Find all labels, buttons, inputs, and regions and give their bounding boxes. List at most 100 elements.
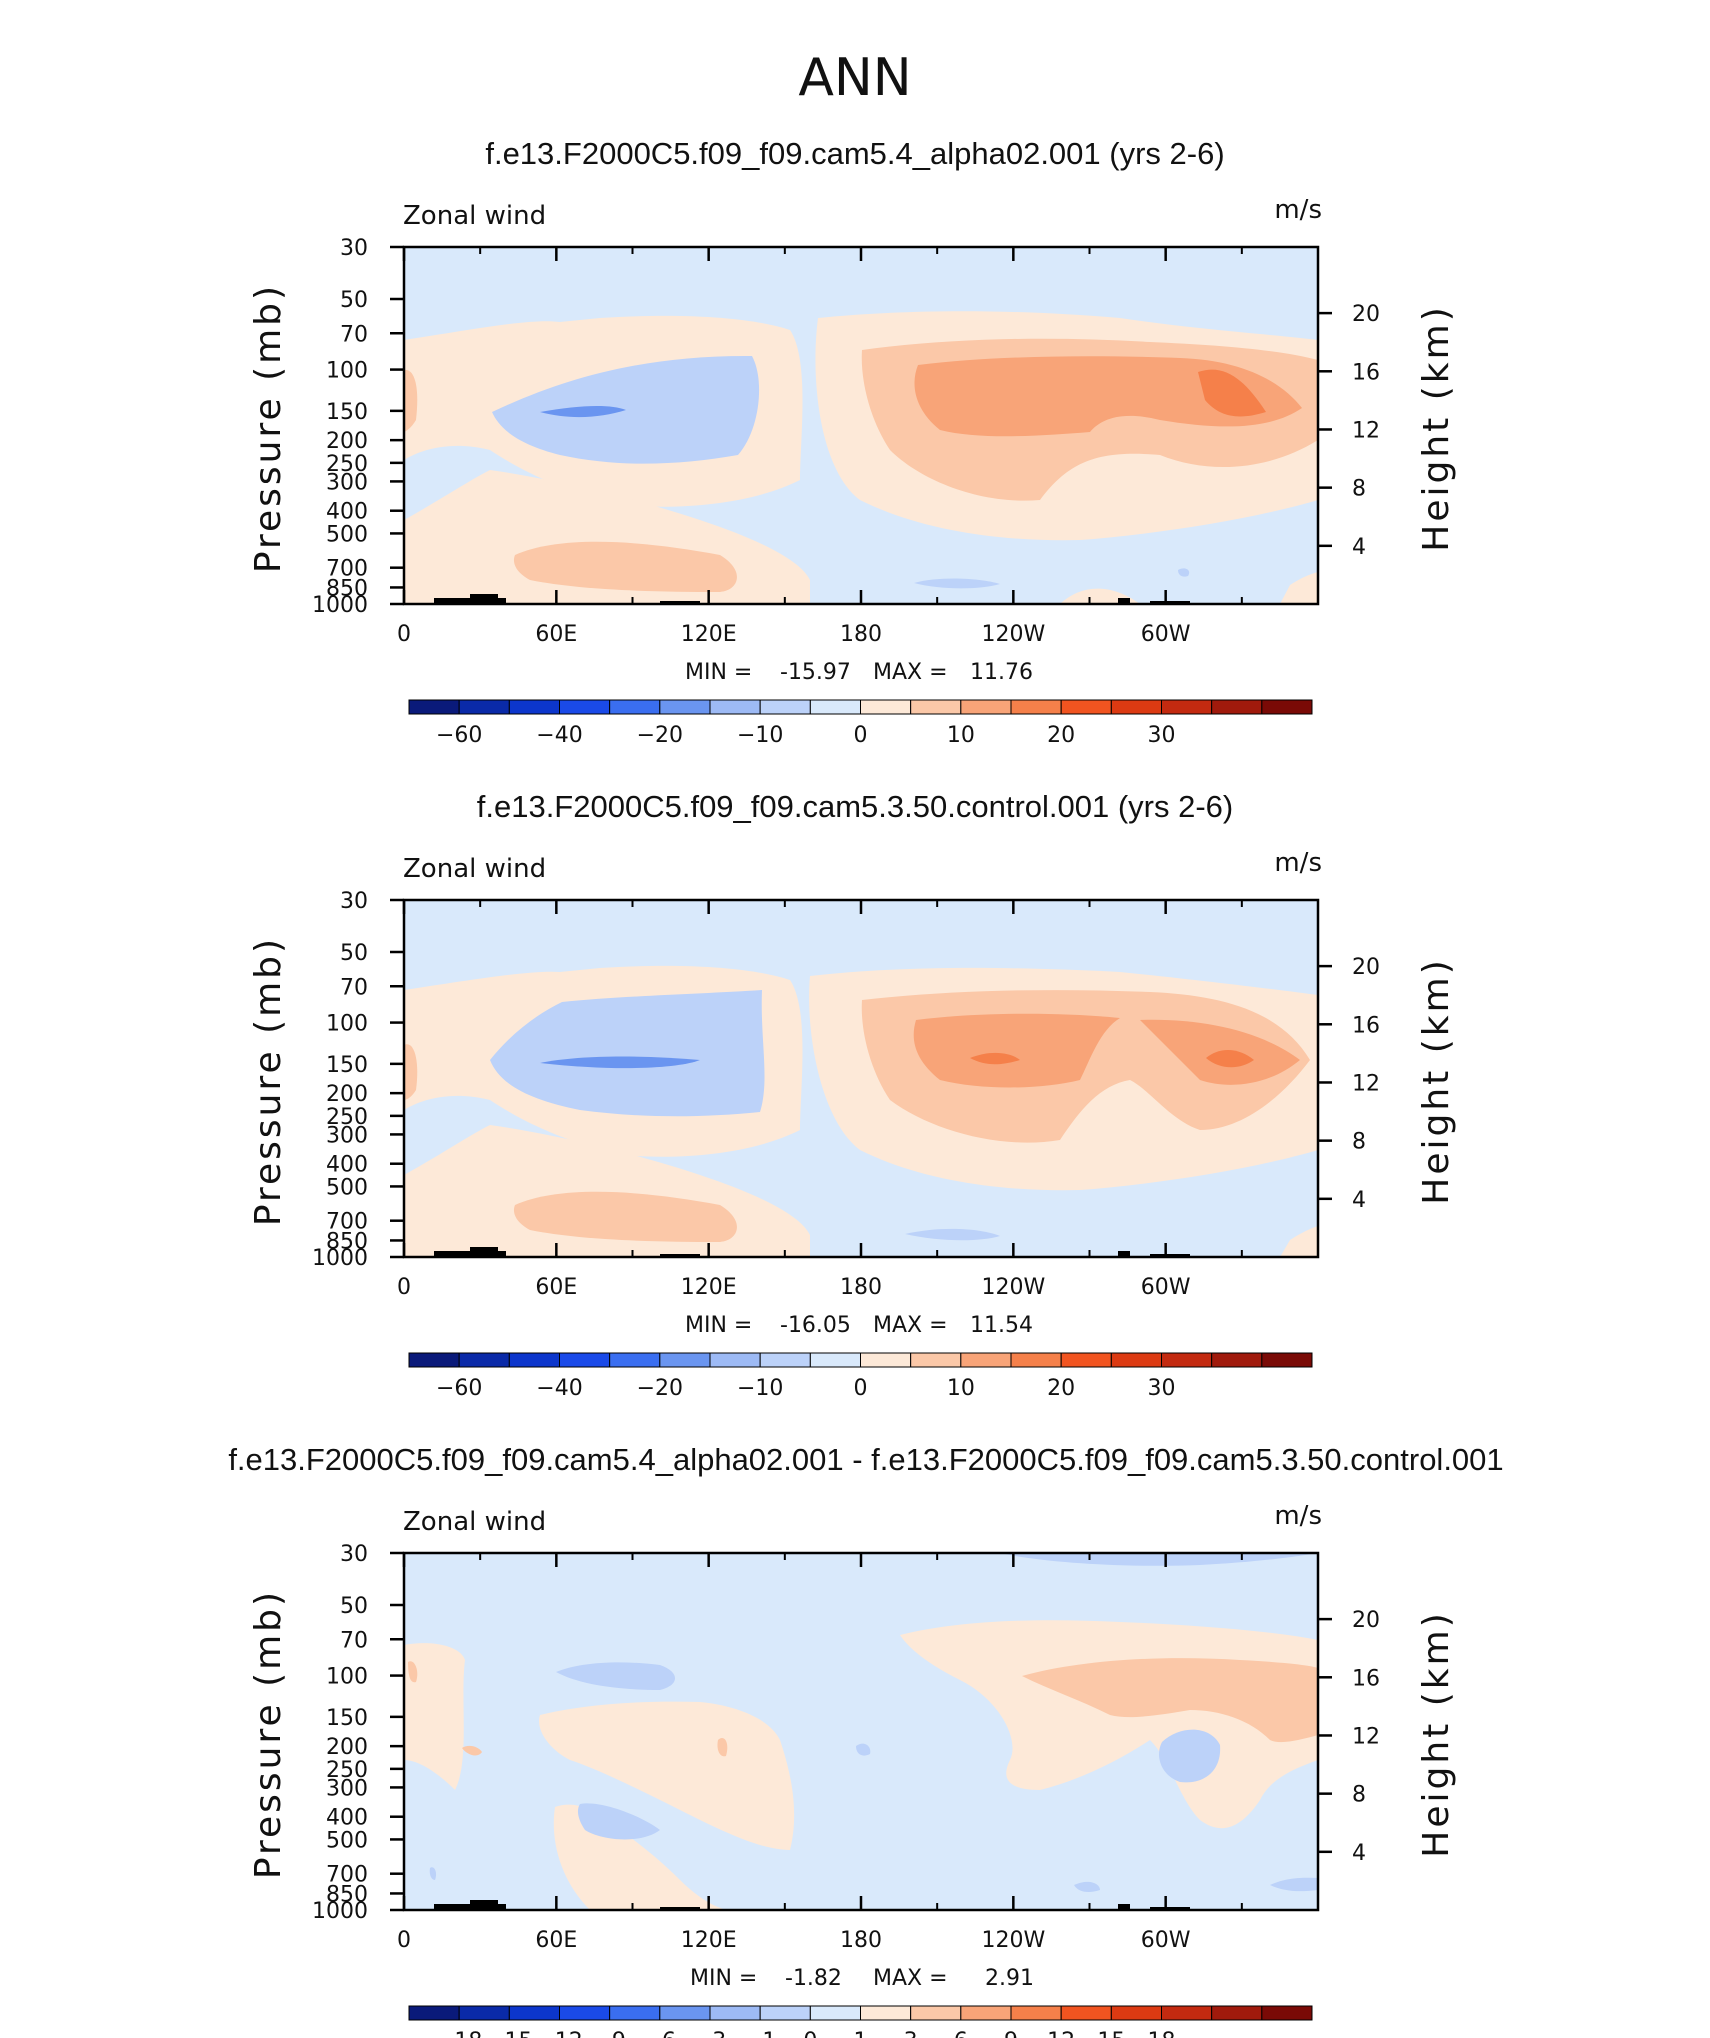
x-tick-label: 60W bbox=[1141, 1275, 1191, 1300]
y-tick-label: 300 bbox=[326, 1776, 368, 1801]
colorbar-label: −60 bbox=[436, 723, 482, 748]
y-tick-label: 70 bbox=[340, 1628, 368, 1653]
colorbar-box bbox=[408, 1352, 460, 1368]
colorbar-label: −6 bbox=[644, 2029, 676, 2038]
panel-3-max-value: 2.91 bbox=[985, 1966, 1034, 1991]
y2-tick-label: 8 bbox=[1352, 1783, 1366, 1808]
colorbar-box bbox=[910, 1352, 962, 1368]
y-tick-label: 150 bbox=[326, 400, 368, 425]
panel-3-units: m/s bbox=[1274, 1501, 1322, 1531]
y-tick-label: 50 bbox=[340, 941, 368, 966]
colorbar-box bbox=[408, 699, 460, 715]
colorbar-label: 0 bbox=[854, 723, 868, 748]
panel-2-colorbar: −60 −40 −20 −10 0 10 20 30 bbox=[408, 1352, 1313, 1401]
x-tick-label: 120E bbox=[681, 622, 737, 647]
colorbar-box bbox=[659, 2005, 711, 2021]
y-tick-label: 1000 bbox=[312, 1899, 368, 1924]
colorbar-box bbox=[1110, 2005, 1163, 2021]
y-tick-label: 1000 bbox=[312, 593, 368, 618]
y-tick-label: 500 bbox=[326, 522, 368, 547]
colorbar-box bbox=[910, 2005, 962, 2021]
colorbar-label: −15 bbox=[486, 2029, 532, 2038]
colorbar-box bbox=[960, 1352, 1012, 1368]
colorbar-label: −40 bbox=[536, 723, 582, 748]
x-tick-label: 60W bbox=[1141, 1928, 1191, 1953]
x-tick-label: 0 bbox=[397, 1275, 411, 1300]
x-tick-label: 0 bbox=[397, 1928, 411, 1953]
colorbar-label: 20 bbox=[1047, 723, 1075, 748]
colorbar-box bbox=[609, 699, 661, 715]
colorbar-box bbox=[709, 699, 761, 715]
colorbar-box bbox=[709, 2005, 761, 2021]
y-tick-label: 400 bbox=[326, 1806, 368, 1831]
colorbar-box bbox=[759, 2005, 811, 2021]
x-tick-label: 120E bbox=[681, 1275, 737, 1300]
colorbar-label: 0 bbox=[803, 2029, 817, 2038]
colorbar-label: −10 bbox=[737, 1376, 783, 1401]
colorbar-box bbox=[759, 1352, 811, 1368]
colorbar-box bbox=[1060, 1352, 1112, 1368]
colorbar-label: 15 bbox=[1097, 2029, 1125, 2038]
panel-3-colorbar: −18 −15 −12 −9 −6 −3 −1 0 1 3 6 9 12 15 18 bbox=[408, 2005, 1313, 2038]
colorbar-label: 0 bbox=[854, 1376, 868, 1401]
colorbar-box bbox=[508, 2005, 561, 2021]
y-tick-label: 850 bbox=[326, 1882, 368, 1907]
panel-1: f.e13.F2000C5.f09_f09.cam5.4_alpha02.001… bbox=[248, 136, 1457, 748]
y-tick-label: 200 bbox=[326, 429, 368, 454]
y2-tick-label: 16 bbox=[1352, 360, 1380, 385]
panel-3-variable: Zonal wind bbox=[403, 1507, 546, 1537]
y-tick-label: 50 bbox=[340, 288, 368, 313]
colorbar-box bbox=[1211, 699, 1263, 715]
colorbar-box bbox=[458, 699, 510, 715]
panel-1-units: m/s bbox=[1274, 195, 1322, 225]
colorbar-box bbox=[1211, 2005, 1263, 2021]
colorbar-box bbox=[1161, 1352, 1213, 1368]
colorbar-label: −20 bbox=[637, 723, 683, 748]
colorbar-label: −10 bbox=[737, 723, 783, 748]
y-tick-label: 30 bbox=[340, 236, 368, 261]
y-tick-label: 200 bbox=[326, 1082, 368, 1107]
colorbar-label: 30 bbox=[1148, 1376, 1176, 1401]
y-tick-label: 1000 bbox=[312, 1246, 368, 1271]
panel-1-subtitle: f.e13.F2000C5.f09_f09.cam5.4_alpha02.001… bbox=[485, 136, 1224, 171]
y-tick-label: 70 bbox=[340, 322, 368, 347]
x-tick-label: 0 bbox=[397, 622, 411, 647]
x-tick-label: 120W bbox=[981, 1928, 1045, 1953]
colorbar-label: 3 bbox=[904, 2029, 918, 2038]
colorbar-box bbox=[860, 2005, 912, 2021]
y2-tick-label: 12 bbox=[1352, 418, 1380, 443]
y-tick-label: 400 bbox=[326, 1153, 368, 1178]
panel-3-xticks: 0 60E 120E 180 120W 60W bbox=[397, 1553, 1243, 1953]
panel-2-ylabel: Pressure (mb) bbox=[248, 936, 289, 1226]
x-tick-label: 120E bbox=[681, 1928, 737, 1953]
y-tick-label: 250 bbox=[326, 452, 368, 477]
y2-tick-label: 4 bbox=[1352, 1841, 1366, 1866]
panel-1-field bbox=[404, 247, 1318, 604]
colorbar-label: 10 bbox=[947, 1376, 975, 1401]
panel-2-max-label: MAX = bbox=[873, 1313, 948, 1338]
panel-3-field bbox=[404, 1553, 1318, 1910]
y-tick-label: 50 bbox=[340, 1594, 368, 1619]
y2-tick-label: 20 bbox=[1352, 302, 1380, 327]
colorbar-box bbox=[960, 2005, 1012, 2021]
colorbar-box bbox=[759, 699, 811, 715]
x-tick-label: 180 bbox=[840, 1275, 882, 1300]
y2-tick-label: 12 bbox=[1352, 1071, 1380, 1096]
x-tick-label: 60E bbox=[535, 1928, 577, 1953]
colorbar-box bbox=[1211, 1352, 1263, 1368]
colorbar-box bbox=[659, 699, 711, 715]
panel-2-units: m/s bbox=[1274, 848, 1322, 878]
panel-2-y2label: Height (km) bbox=[1416, 957, 1457, 1204]
panel-1-max-value: 11.76 bbox=[970, 660, 1033, 685]
panel-3-ylabel: Pressure (mb) bbox=[248, 1589, 289, 1879]
colorbar-box bbox=[1060, 2005, 1112, 2021]
x-tick-label: 180 bbox=[840, 1928, 882, 1953]
colorbar-box bbox=[809, 2005, 861, 2021]
colorbar-label: 6 bbox=[954, 2029, 968, 2038]
panel-1-y2ticks: 20 16 12 8 4 bbox=[1318, 302, 1380, 560]
colorbar-box bbox=[809, 699, 861, 715]
colorbar-label: −3 bbox=[694, 2029, 726, 2038]
